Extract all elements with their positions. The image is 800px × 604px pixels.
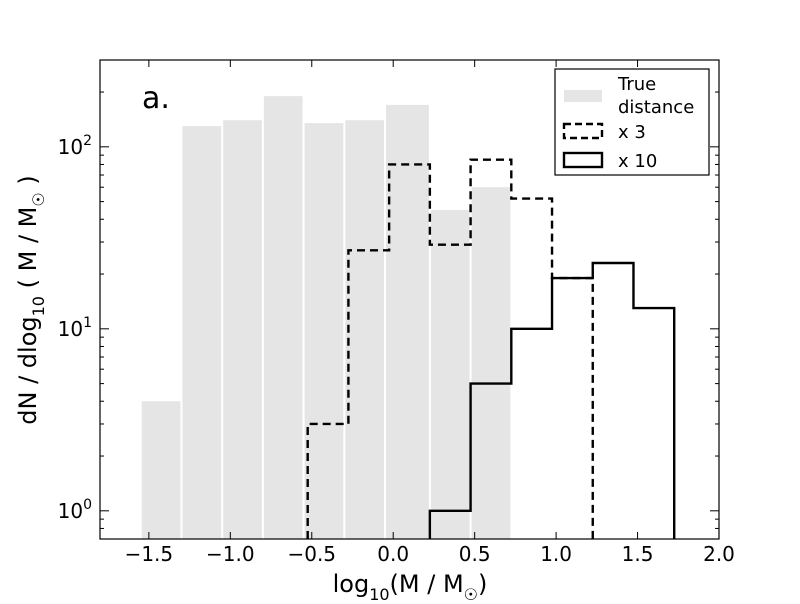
x-tick-label: 2.0	[703, 542, 735, 566]
legend-label-x3: x 3	[618, 122, 646, 143]
histogram-bar-5	[345, 120, 385, 539]
true-distance-bars	[141, 96, 511, 540]
legend: True distance x 3 x 10	[554, 68, 710, 176]
legend-swatch-x3	[562, 122, 604, 140]
histogram-bar-1	[182, 126, 222, 539]
legend-box	[554, 68, 710, 176]
x10-step-series	[428, 261, 676, 539]
y-tick-label: 102	[58, 133, 92, 159]
y-tick-label: 101	[58, 315, 92, 341]
histogram-bar-3	[263, 96, 303, 540]
histogram-bar-2	[223, 120, 262, 539]
histogram-bar-6	[386, 104, 429, 539]
plot-frame	[99, 59, 720, 540]
x3-step-line	[306, 158, 594, 539]
legend-swatch-x10	[562, 151, 604, 169]
x3-step-series	[306, 158, 594, 539]
x-tick-label: −0.5	[287, 542, 336, 566]
x-tick-label: 0.0	[377, 542, 409, 566]
legend-label-x10: x 10	[618, 151, 657, 172]
y-tick-label: 100	[58, 497, 92, 523]
x-tick-label: 0.5	[459, 542, 491, 566]
axis-ticks: −1.5 −1.0 −0.5 0.0 0.5 1.0 1.5 2.0 100 101 102	[58, 59, 735, 566]
x-tick-label: −1.0	[206, 542, 255, 566]
histogram-bar-4	[304, 123, 344, 539]
x-tick-label: −1.5	[125, 542, 174, 566]
y-axis-label: dN / dlog10 ( M / M☉ )	[14, 175, 48, 424]
x-tick-label: 1.5	[622, 542, 654, 566]
x-tick-label: 1.0	[540, 542, 572, 566]
x-axis-label: log10(M / M☉)	[333, 570, 488, 600]
histogram-bar-8	[471, 187, 511, 539]
histogram-bar-0	[141, 401, 181, 539]
histogram-bar-7	[430, 209, 470, 539]
x10-step-line	[428, 261, 676, 539]
legend-label-true-distance-line2: distance	[618, 97, 694, 118]
panel-label: a.	[142, 81, 170, 116]
legend-swatch-true-distance	[564, 90, 602, 102]
legend-label-true-distance-line1: True	[617, 74, 656, 95]
